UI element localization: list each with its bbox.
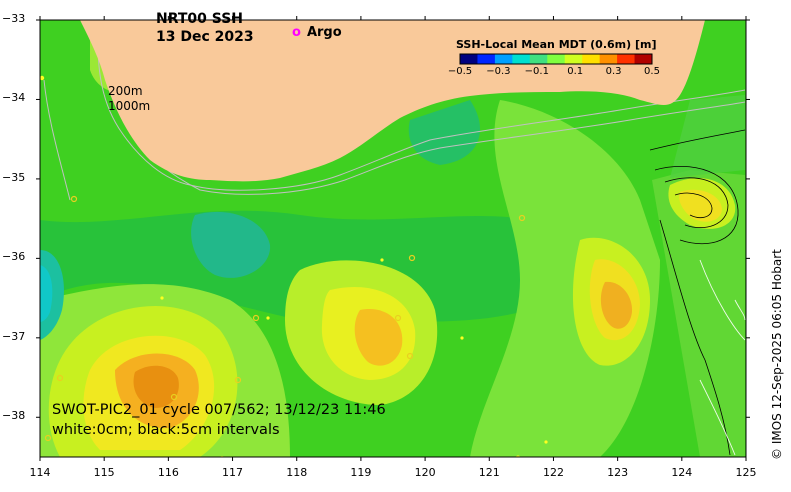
colorbar-swatch (564, 54, 583, 64)
lon-tick-label: 120 (414, 466, 436, 479)
product-name: NRT00 SSH (156, 11, 244, 27)
swot-warm-inner (679, 189, 722, 222)
colorbar-tick-label: 0.5 (644, 66, 660, 77)
lon-tick-label: 123 (607, 466, 629, 479)
teal-patch-north (408, 100, 480, 165)
lon-tick-label: 125 (735, 466, 757, 479)
colorbar-swatch (617, 54, 636, 64)
eddy-central-inner (354, 309, 403, 366)
colorbar-swatch (634, 54, 653, 64)
colorbar-tick-label: −0.3 (486, 66, 511, 77)
contour-interval-label: white:0cm; black:5cm intervals (52, 422, 280, 438)
depth-200m-label: 200m (108, 84, 143, 98)
colorbar (459, 53, 653, 65)
lon-tick-label: 121 (478, 466, 500, 479)
lon-tick-label: 118 (286, 466, 308, 479)
argo-floats (44, 195, 526, 442)
depth-1000m-label: 1000m (108, 99, 151, 113)
lon-tick-label: 124 (671, 466, 693, 479)
swot-cycle-label: SWOT-PIC2_01 cycle 007/562; 13/12/23 11:… (52, 402, 386, 418)
imos-credit: © IMOS 12-Sep-2025 06:05 Hobart (770, 249, 784, 460)
axis-ticks (36, 16, 750, 461)
map-title: NRT00 SSH 13 Dec 2023 (156, 10, 254, 46)
colorbar-frame (459, 53, 653, 65)
argo-label: Argo (306, 25, 342, 40)
lat-tick-label: −33 (2, 12, 26, 25)
colorbar-swatch (599, 54, 618, 64)
eddy-east-inner (600, 281, 633, 329)
swot-annotation: SWOT-PIC2_01 cycle 007/562; 13/12/23 11:… (52, 400, 386, 440)
teal-patch-central (191, 211, 271, 278)
cyan-patch-west (40, 265, 53, 322)
black-contours (649, 129, 746, 456)
colorbar-swatch (494, 54, 513, 64)
swot-swath-north (670, 95, 745, 178)
lon-tick-label: 114 (29, 466, 51, 479)
colorbar-swatch (529, 54, 548, 64)
lat-tick-label: −36 (2, 250, 26, 264)
lon-tick-label: 115 (93, 466, 115, 479)
argo-legend: o Argo (292, 25, 342, 40)
map-date: 13 Dec 2023 (156, 29, 254, 45)
colorbar-swatch (512, 54, 531, 64)
sea-light-east (470, 100, 660, 457)
eddy-sw-core (133, 365, 179, 408)
depth-legend: 200m 1000m (108, 84, 150, 114)
colorbar-swatch (547, 54, 566, 64)
colorbar-tick-label: −0.5 (447, 66, 473, 77)
colorbar-tick-label: 0.1 (567, 66, 584, 77)
lon-tick-label: 117 (222, 466, 244, 479)
colorbar-swatch (582, 54, 601, 64)
argo-marker-icon: o (292, 25, 301, 40)
white-contours (699, 259, 746, 456)
plot-frame (39, 19, 747, 458)
colorbar-title: SSH-Local Mean MDT (0.6m) [m] (456, 38, 657, 51)
lat-tick-label: −34 (2, 91, 26, 105)
lon-tick-label: 116 (157, 466, 179, 479)
lon-tick-label: 122 (542, 466, 564, 479)
swot-swath (652, 170, 745, 457)
lat-tick-label: −38 (2, 409, 26, 423)
sea-band (40, 210, 560, 322)
lat-tick-label: −37 (2, 329, 26, 343)
colorbar-tick-label: 0.3 (605, 66, 622, 77)
lat-tick-label: −35 (2, 170, 26, 184)
data-points (40, 75, 548, 457)
colorbar-swatch (477, 54, 496, 64)
colorbar-swatch (460, 54, 478, 64)
lon-tick-label: 119 (350, 466, 372, 479)
map-field (40, 20, 746, 457)
colorbar-tick-label: −0.1 (524, 66, 549, 77)
